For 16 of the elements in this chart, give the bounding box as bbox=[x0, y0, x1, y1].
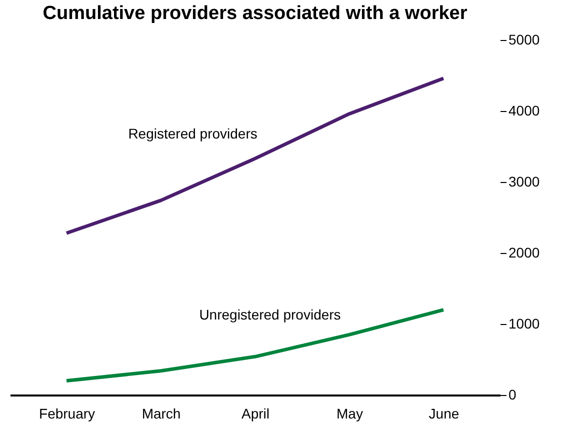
y-tick-label: 5000 bbox=[508, 32, 540, 48]
line-series bbox=[64, 76, 446, 235]
y-tick-label: 4000 bbox=[508, 102, 540, 118]
x-tick-label: February bbox=[39, 406, 96, 422]
x-tick-label: April bbox=[241, 406, 270, 422]
chart-title: Cumulative providers associated with a worker bbox=[42, 3, 468, 24]
series-label: Unregistered providers bbox=[199, 306, 341, 323]
x-tick-label: March bbox=[142, 406, 181, 422]
series-label: Registered providers bbox=[128, 125, 258, 142]
y-tick-label: 2000 bbox=[508, 244, 540, 260]
x-tick-label: June bbox=[428, 406, 460, 422]
y-tick-label: 3000 bbox=[508, 174, 540, 190]
y-tick-label: 0 bbox=[508, 386, 516, 402]
x-tick-label: May bbox=[336, 406, 363, 422]
y-tick-label: 1000 bbox=[508, 316, 540, 332]
line-series bbox=[64, 308, 446, 383]
